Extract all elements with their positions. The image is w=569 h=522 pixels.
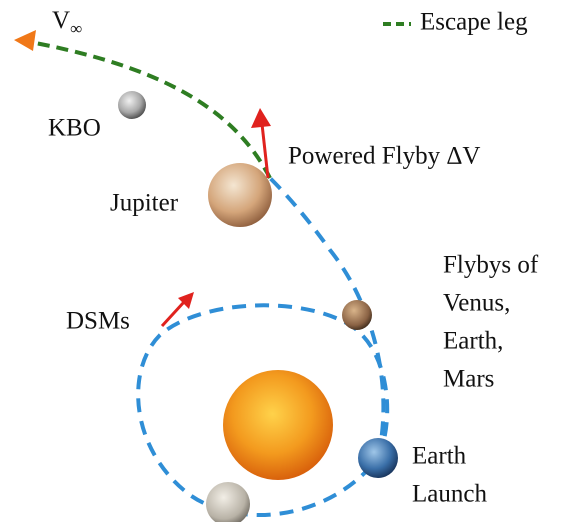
dsm-arrow bbox=[162, 302, 184, 326]
sun bbox=[223, 370, 333, 480]
earth-launch-line: Launch bbox=[412, 481, 487, 508]
legend-label: Escape leg bbox=[420, 9, 528, 36]
v-inf-arrow bbox=[14, 30, 36, 51]
dsms-label: DSMs bbox=[66, 308, 130, 335]
v-inf-main: V bbox=[52, 7, 70, 34]
jupiter bbox=[208, 163, 272, 227]
kbo-label: KBO bbox=[48, 115, 101, 142]
flybys-line: Mars bbox=[443, 366, 494, 393]
venus bbox=[206, 482, 250, 522]
jupiter-label: Jupiter bbox=[110, 190, 179, 217]
powered-flyby-label: Powered Flyby ΔV bbox=[288, 143, 480, 170]
v-inf-label: V∞ bbox=[52, 7, 82, 38]
v-inf-subscript: ∞ bbox=[70, 19, 82, 38]
earth-launch-line: Earth bbox=[412, 443, 467, 470]
flybys-line: Venus, bbox=[443, 290, 510, 317]
kbo bbox=[118, 91, 146, 119]
flybys-line: Earth, bbox=[443, 328, 503, 355]
escape-leg bbox=[30, 42, 270, 178]
mars bbox=[342, 300, 372, 330]
flyby-dv-arrowhead bbox=[251, 108, 271, 128]
flybys-line: Flybys of bbox=[443, 252, 539, 279]
earth bbox=[358, 438, 398, 478]
diagram: Escape leg V∞ KBO Powered Flyby ΔV Jupit… bbox=[0, 0, 569, 522]
